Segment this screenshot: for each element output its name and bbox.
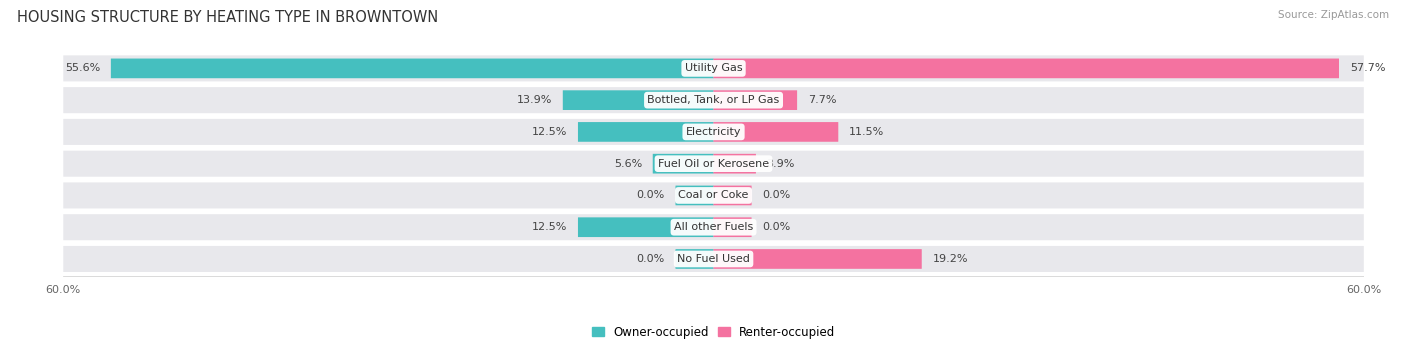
FancyBboxPatch shape — [111, 59, 714, 78]
Text: 12.5%: 12.5% — [531, 222, 567, 232]
Text: Fuel Oil or Kerosene: Fuel Oil or Kerosene — [658, 159, 769, 169]
FancyBboxPatch shape — [63, 246, 1364, 272]
FancyBboxPatch shape — [713, 90, 797, 110]
FancyBboxPatch shape — [578, 122, 714, 142]
Text: 55.6%: 55.6% — [65, 63, 100, 73]
Text: Coal or Coke: Coal or Coke — [678, 190, 749, 201]
Text: 19.2%: 19.2% — [932, 254, 967, 264]
Text: Electricity: Electricity — [686, 127, 741, 137]
Text: 7.7%: 7.7% — [808, 95, 837, 105]
Text: Bottled, Tank, or LP Gas: Bottled, Tank, or LP Gas — [647, 95, 780, 105]
FancyBboxPatch shape — [713, 217, 752, 237]
Text: Source: ZipAtlas.com: Source: ZipAtlas.com — [1278, 10, 1389, 20]
Text: 12.5%: 12.5% — [531, 127, 567, 137]
Text: All other Fuels: All other Fuels — [673, 222, 754, 232]
Text: HOUSING STRUCTURE BY HEATING TYPE IN BROWNTOWN: HOUSING STRUCTURE BY HEATING TYPE IN BRO… — [17, 10, 439, 25]
FancyBboxPatch shape — [562, 90, 714, 110]
FancyBboxPatch shape — [713, 249, 922, 269]
FancyBboxPatch shape — [63, 87, 1364, 113]
Text: 0.0%: 0.0% — [637, 190, 665, 201]
FancyBboxPatch shape — [578, 217, 714, 237]
Text: No Fuel Used: No Fuel Used — [678, 254, 749, 264]
Text: 3.9%: 3.9% — [766, 159, 794, 169]
FancyBboxPatch shape — [713, 59, 1339, 78]
Text: 5.6%: 5.6% — [614, 159, 643, 169]
Text: 57.7%: 57.7% — [1350, 63, 1385, 73]
Legend: Owner-occupied, Renter-occupied: Owner-occupied, Renter-occupied — [592, 326, 835, 339]
FancyBboxPatch shape — [713, 186, 752, 205]
Text: 0.0%: 0.0% — [762, 222, 790, 232]
FancyBboxPatch shape — [713, 122, 838, 142]
Text: 0.0%: 0.0% — [637, 254, 665, 264]
FancyBboxPatch shape — [675, 249, 714, 269]
FancyBboxPatch shape — [63, 214, 1364, 240]
FancyBboxPatch shape — [63, 151, 1364, 177]
Text: 13.9%: 13.9% — [516, 95, 553, 105]
FancyBboxPatch shape — [63, 182, 1364, 208]
FancyBboxPatch shape — [63, 55, 1364, 81]
FancyBboxPatch shape — [675, 186, 714, 205]
Text: 11.5%: 11.5% — [849, 127, 884, 137]
Text: 0.0%: 0.0% — [762, 190, 790, 201]
FancyBboxPatch shape — [713, 154, 756, 174]
FancyBboxPatch shape — [63, 119, 1364, 145]
FancyBboxPatch shape — [652, 154, 714, 174]
Text: Utility Gas: Utility Gas — [685, 63, 742, 73]
